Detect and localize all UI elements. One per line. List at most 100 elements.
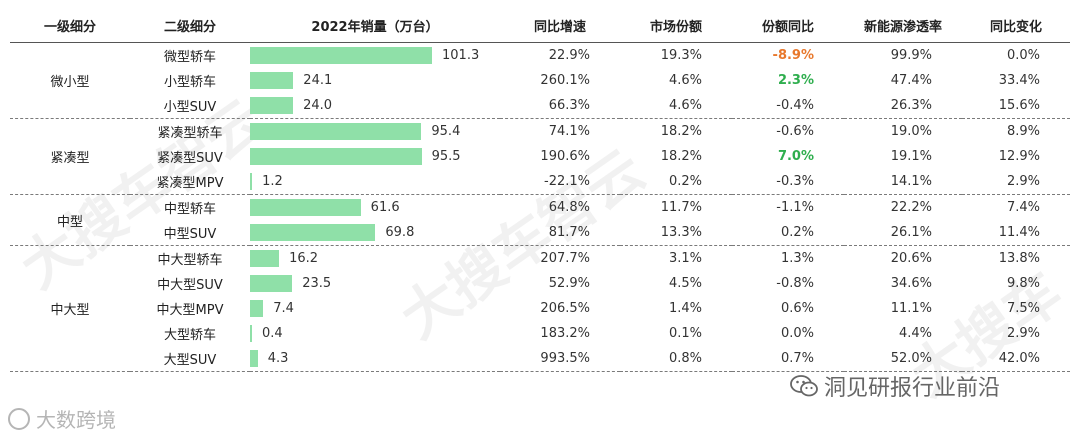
logo-left-text: 大数跨境 <box>36 408 116 432</box>
sales-bar <box>250 148 422 165</box>
sales-value-label: 95.5 <box>431 149 461 164</box>
sales-value-label: 4.3 <box>267 351 289 366</box>
share-cell: 18.2% <box>660 149 702 164</box>
col-header: 份额同比 <box>732 8 844 43</box>
sales-value-label: 61.6 <box>370 200 400 215</box>
sales-value-label: 24.0 <box>303 98 333 113</box>
segment-label: 中型轿车 <box>163 202 216 217</box>
wechat-icon <box>790 375 818 397</box>
share-cell: 0.2% <box>620 169 732 195</box>
sales-cell: 23.5 <box>250 271 500 296</box>
sales-bar <box>250 250 280 267</box>
yoy-cell: 993.5% <box>500 346 620 372</box>
table-body: 微小型 微型轿车 101.3 22.9% 19.3% -8.9% 99.9% 0.0% 小型轿车… <box>10 42 1070 372</box>
logo-right-text: 洞见研报行业前沿 <box>824 376 1001 401</box>
share-yoy-cell: 0.6% <box>780 301 814 316</box>
logo-right: 洞见研报行业前沿 <box>790 370 1000 402</box>
share-yoy-cell: 0.2% <box>732 220 844 246</box>
header-row: 一级细分 二级细分 2022年销量（万台） 同比增速 市场份额 份额同比 新能源… <box>10 8 1070 43</box>
share-yoy-cell: -1.1% <box>776 200 814 215</box>
share-cell: 18.2% <box>660 124 702 139</box>
sales-value-label: 0.4 <box>262 326 283 341</box>
table-row: 紧凑型MPV 1.2 -22.1% 0.2% -0.3% 14.1% 2.9% <box>10 169 1070 195</box>
share-cell: 0.8% <box>620 346 732 372</box>
yoy-cell: 81.7% <box>500 220 620 246</box>
share-yoy-cell: -0.8% <box>776 276 814 291</box>
sales-cell: 69.8 <box>250 220 500 246</box>
nev-change-cell: 7.4% <box>1006 200 1040 215</box>
share-cell: 3.1% <box>668 251 702 266</box>
yoy-cell: 206.5% <box>540 301 590 316</box>
sales-bar <box>250 72 294 89</box>
segment-label: 紧凑型SUV <box>157 151 223 166</box>
table-row: 中型 中型轿车 61.6 64.8% 11.7% -1.1% 22.2% 7.4% <box>10 194 1070 246</box>
nev-change-cell: 9.8% <box>1006 276 1040 291</box>
share-cell: 13.3% <box>620 220 732 246</box>
nev-rate-cell: 19.0% <box>890 124 932 139</box>
nev-change-cell: 8.9% <box>1006 124 1040 139</box>
nev-rate-cell: 99.9% <box>890 48 932 63</box>
sales-cell: 24.0 <box>250 93 500 119</box>
segment-label: 中大型MPV <box>156 303 224 318</box>
yoy-cell: 74.1% <box>548 124 590 139</box>
nev-rate-cell: 22.2% <box>890 200 932 215</box>
share-cell: 4.6% <box>620 93 732 119</box>
nev-rate-cell: 47.4% <box>890 73 932 88</box>
segment-label: 紧凑型轿车 <box>157 126 223 141</box>
logo-circle-icon <box>8 407 30 430</box>
table-row: 中大型 中大型轿车 16.2 207.7% 3.1% 1.3% 20.6% 13.8% <box>10 245 1070 372</box>
col-header: 二级细分 <box>130 8 250 43</box>
sales-cell: 4.3 <box>250 346 500 372</box>
share-yoy-cell: 0.0% <box>780 326 814 341</box>
share-yoy-cell: 2.3% <box>777 73 814 88</box>
col-header: 新能源渗透率 <box>844 8 962 43</box>
sales-bar <box>250 224 376 241</box>
nev-rate-cell: 11.1% <box>890 301 932 316</box>
nev-change-cell: 11.4% <box>962 220 1070 246</box>
share-cell: 1.4% <box>668 301 702 316</box>
sales-cell: 16.2 <box>250 246 500 272</box>
yoy-cell: 260.1% <box>540 73 590 88</box>
sales-cell: 24.1 <box>250 68 500 93</box>
nev-rate-cell: 26.1% <box>844 220 962 246</box>
nev-change-cell: 15.6% <box>962 93 1070 119</box>
group-label: 微小型 <box>10 42 130 119</box>
yoy-cell: -22.1% <box>500 169 620 195</box>
sales-cell: 101.3 <box>250 43 500 69</box>
segment-label: 大型轿车 <box>163 328 216 343</box>
sales-value-label: 23.5 <box>302 276 332 291</box>
share-cell: 4.6% <box>668 73 702 88</box>
sales-cell: 1.2 <box>250 169 500 195</box>
nev-rate-cell: 52.0% <box>844 346 962 372</box>
table-row: 中型SUV 69.8 81.7% 13.3% 0.2% 26.1% 11.4% <box>10 220 1070 246</box>
sales-value-label: 95.4 <box>431 124 461 139</box>
yoy-cell: 66.3% <box>500 93 620 119</box>
sales-value-label: 16.2 <box>289 251 319 266</box>
col-header: 同比变化 <box>962 8 1070 43</box>
yoy-cell: 22.9% <box>548 48 590 63</box>
nev-change-cell: 0.0% <box>1006 48 1040 63</box>
sales-bar <box>250 199 361 216</box>
sales-value-label: 7.4 <box>273 301 294 316</box>
sales-bar <box>250 325 252 342</box>
sales-bar <box>250 173 253 190</box>
sales-cell: 7.4 <box>250 296 500 321</box>
segment-label: 小型轿车 <box>163 75 216 90</box>
yoy-cell: 183.2% <box>540 326 590 341</box>
sales-bar <box>250 47 432 64</box>
yoy-cell: 190.6% <box>540 149 590 164</box>
sales-value-label: 24.1 <box>303 73 333 88</box>
table-row: 大型SUV 4.3 993.5% 0.8% 0.7% 52.0% 42.0% <box>10 346 1070 372</box>
nev-change-cell: 33.4% <box>998 73 1040 88</box>
nev-rate-cell: 14.1% <box>844 169 962 195</box>
nev-rate-cell: 4.4% <box>898 326 932 341</box>
table-row: 紧凑型SUV 95.5 190.6% 18.2% 7.0% 19.1% 12.9% <box>10 144 1070 169</box>
nev-rate-cell: 20.6% <box>890 251 932 266</box>
share-yoy-cell: -0.4% <box>732 93 844 119</box>
segment-label: 紧凑型MPV <box>130 169 250 195</box>
nev-rate-cell: 34.6% <box>890 276 932 291</box>
segment-label: 小型SUV <box>130 93 250 119</box>
nev-rate-cell: 26.3% <box>844 93 962 119</box>
yoy-cell: 52.9% <box>548 276 590 291</box>
share-yoy-cell: 7.0% <box>777 149 814 164</box>
